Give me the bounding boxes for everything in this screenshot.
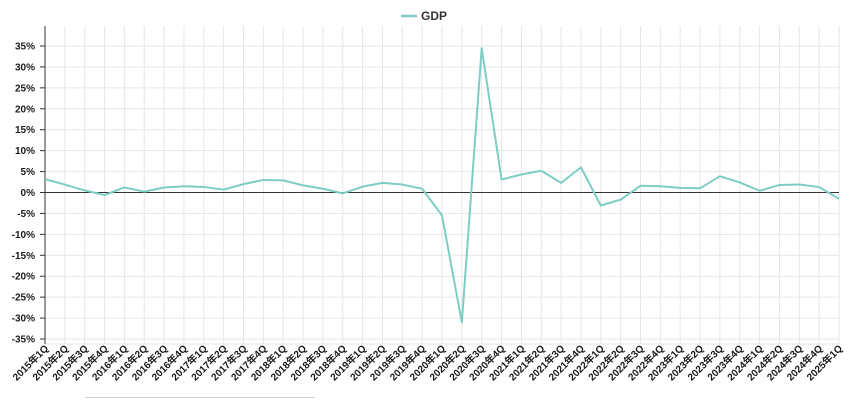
data-point[interactable] (161, 184, 167, 190)
data-zoom-slider[interactable] (85, 397, 315, 401)
data-point[interactable] (320, 186, 326, 192)
y-tick-label: -10% (12, 230, 35, 241)
data-point[interactable] (241, 181, 247, 187)
y-tick-label: 30% (15, 62, 35, 73)
data-point[interactable] (717, 173, 723, 179)
series-line-gdp[interactable] (44, 47, 840, 324)
data-point[interactable] (737, 179, 743, 185)
y-tick-label: -25% (12, 293, 35, 304)
data-point[interactable] (499, 177, 505, 183)
data-point[interactable] (518, 172, 524, 178)
data-point[interactable] (360, 184, 366, 190)
y-tick-label: -30% (12, 314, 35, 325)
data-point[interactable] (379, 180, 385, 186)
data-point[interactable] (62, 182, 68, 188)
y-tick-label: 0% (21, 188, 36, 199)
legend[interactable]: GDP (401, 9, 447, 23)
data-point[interactable] (82, 187, 88, 193)
y-tick-label: 15% (15, 125, 35, 136)
series-layer (42, 45, 842, 325)
y-tick-label: 25% (15, 83, 35, 94)
y-tick-label: -35% (12, 335, 35, 346)
y-tick-label: 20% (15, 104, 35, 115)
data-point[interactable] (42, 176, 48, 182)
grid (44, 26, 840, 345)
data-point[interactable] (578, 164, 584, 170)
data-point[interactable] (260, 177, 266, 183)
data-point[interactable] (836, 196, 842, 202)
data-point[interactable] (419, 186, 425, 192)
data-point[interactable] (677, 185, 683, 191)
y-tick-label: 10% (15, 146, 35, 157)
y-tick-label: 5% (21, 167, 36, 178)
data-point[interactable] (558, 180, 564, 186)
data-point[interactable] (618, 197, 624, 203)
data-point[interactable] (598, 202, 604, 208)
y-tick-label: -20% (12, 272, 35, 283)
data-point[interactable] (816, 184, 822, 190)
data-point[interactable] (538, 168, 544, 174)
data-point[interactable] (280, 177, 286, 183)
legend-label-gdp[interactable]: GDP (421, 9, 447, 23)
data-point[interactable] (201, 184, 207, 190)
data-point[interactable] (776, 182, 782, 188)
data-point[interactable] (181, 183, 187, 189)
data-point[interactable] (221, 187, 227, 193)
data-point[interactable] (697, 185, 703, 191)
data-point[interactable] (479, 45, 485, 51)
data-point[interactable] (141, 189, 147, 195)
data-point[interactable] (439, 213, 445, 219)
y-axis: 35% 30% 25% 20% 15% 10% 5% 0% -5% -10% -15% -20% -25… (12, 26, 46, 346)
data-point[interactable] (638, 183, 644, 189)
data-point[interactable] (121, 184, 127, 190)
data-point[interactable] (399, 182, 405, 188)
y-tick-label: -15% (12, 251, 35, 262)
data-point[interactable] (102, 192, 108, 198)
data-point[interactable] (796, 182, 802, 188)
data-point[interactable] (459, 319, 465, 325)
y-tick-label: 35% (15, 42, 35, 53)
y-tick-label: -5% (17, 209, 35, 220)
data-point[interactable] (757, 188, 763, 194)
data-point[interactable] (340, 190, 346, 196)
data-point[interactable] (657, 183, 663, 189)
data-point[interactable] (300, 182, 306, 188)
